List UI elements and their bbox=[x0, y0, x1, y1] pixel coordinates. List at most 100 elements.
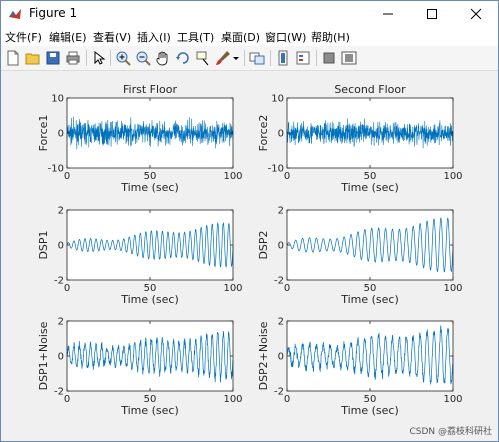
link-plot-icon[interactable] bbox=[249, 50, 265, 66]
y-tick-label: 0 bbox=[278, 129, 284, 140]
data-cursor-icon[interactable] bbox=[195, 50, 211, 66]
menu-insert[interactable]: 插入(I) bbox=[137, 31, 171, 44]
y-tick-label: -2 bbox=[274, 276, 284, 287]
y-tick-label: 0 bbox=[58, 241, 64, 252]
y-tick-label: 10 bbox=[51, 94, 64, 105]
signal-line bbox=[66, 331, 234, 383]
y-tick-label: 10 bbox=[271, 94, 284, 105]
watermark: CSDN @荔枝科研社 bbox=[409, 427, 492, 437]
x-tick-label: 0 bbox=[284, 394, 290, 405]
y-tick-label: 2 bbox=[278, 206, 284, 217]
save-icon[interactable] bbox=[45, 50, 61, 66]
axes-title: Second Floor bbox=[334, 83, 406, 96]
x-tick-label: 50 bbox=[364, 283, 377, 294]
brush-dropdown-icon[interactable] bbox=[232, 50, 240, 66]
zoom-out-icon[interactable] bbox=[135, 50, 151, 66]
y-axis-label: Force1 bbox=[37, 115, 50, 152]
zoom-in-icon[interactable] bbox=[115, 50, 131, 66]
minimize-icon bbox=[383, 13, 393, 15]
x-axis-label: Time (sec) bbox=[340, 181, 399, 194]
rotate-3d-icon[interactable] bbox=[175, 50, 191, 66]
y-axis-label: DSP2 bbox=[257, 230, 270, 259]
x-axis-label: Time (sec) bbox=[120, 181, 179, 194]
y-tick-label: -2 bbox=[54, 387, 64, 398]
y-tick-label: -2 bbox=[274, 387, 284, 398]
x-axis-label: Time (sec) bbox=[340, 404, 399, 417]
show-plot-tools-icon[interactable] bbox=[341, 50, 357, 66]
y-axis-label: DSP2+Noise bbox=[257, 321, 270, 390]
x-axis-label: Time (sec) bbox=[340, 293, 399, 306]
toolbar-separator bbox=[244, 50, 245, 66]
window-title: Figure 1 bbox=[29, 6, 78, 20]
menu-window[interactable]: 窗口(W) bbox=[265, 31, 307, 44]
y-tick-label: -2 bbox=[54, 276, 64, 287]
y-tick-label: 0 bbox=[58, 352, 64, 363]
x-tick-label: 0 bbox=[64, 171, 70, 182]
close-button[interactable] bbox=[454, 1, 498, 27]
y-tick-label: 2 bbox=[58, 317, 64, 328]
y-tick-label: 0 bbox=[58, 129, 64, 140]
open-file-icon[interactable] bbox=[25, 50, 41, 66]
menu-edit[interactable]: 编辑(E) bbox=[49, 31, 87, 44]
x-tick-label: 50 bbox=[144, 283, 157, 294]
toolbar-separator bbox=[270, 50, 271, 66]
y-tick-label: 0 bbox=[278, 241, 284, 252]
y-tick-label: 2 bbox=[58, 206, 64, 217]
close-icon bbox=[470, 8, 482, 20]
menu-view[interactable]: 查看(V) bbox=[93, 31, 132, 44]
print-icon[interactable] bbox=[65, 50, 81, 66]
maximize-button[interactable] bbox=[410, 1, 454, 27]
x-axis-label: Time (sec) bbox=[120, 293, 179, 306]
y-tick-label: 0 bbox=[278, 352, 284, 363]
menu-help[interactable]: 帮助(H) bbox=[311, 31, 350, 44]
x-tick-label: 50 bbox=[364, 394, 377, 405]
menu-tools[interactable]: 工具(T) bbox=[177, 31, 215, 44]
maximize-icon bbox=[427, 9, 437, 19]
y-axis-label: DSP1 bbox=[37, 230, 50, 259]
x-tick-label: 0 bbox=[284, 283, 290, 294]
x-tick-label: 100 bbox=[443, 171, 462, 182]
brush-icon[interactable] bbox=[215, 50, 231, 66]
axes-title: First Floor bbox=[123, 83, 177, 96]
figure-canvas: 0 50 100 10 0 -10 First Floor Time (sec) Force1 0… bbox=[1, 71, 498, 441]
signal-line bbox=[286, 325, 454, 385]
y-tick-label: -10 bbox=[48, 164, 64, 175]
title-bar: Figure 1 bbox=[1, 1, 498, 27]
minimize-button[interactable] bbox=[366, 1, 410, 27]
x-tick-label: 100 bbox=[443, 283, 462, 294]
x-tick-label: 100 bbox=[443, 394, 462, 405]
toolbar bbox=[1, 46, 498, 71]
menu-desktop[interactable]: 桌面(D) bbox=[221, 31, 261, 44]
x-tick-label: 50 bbox=[144, 171, 157, 182]
y-axis-label: Force2 bbox=[257, 115, 270, 152]
insert-legend-icon[interactable] bbox=[295, 50, 311, 66]
matlab-icon bbox=[9, 9, 21, 19]
x-tick-label: 0 bbox=[64, 283, 70, 294]
x-tick-label: 0 bbox=[64, 394, 70, 405]
menu-bar: 文件(F) 编辑(E) 查看(V) 插入(I) 工具(T) 桌面(D) 窗口(W… bbox=[1, 27, 498, 46]
signal-line bbox=[286, 216, 454, 273]
x-tick-label: 100 bbox=[223, 283, 242, 294]
y-tick-label: -10 bbox=[268, 164, 284, 175]
signal-line bbox=[66, 116, 234, 150]
x-tick-label: 100 bbox=[223, 394, 242, 405]
pan-hand-icon[interactable] bbox=[155, 50, 171, 66]
menu-file[interactable]: 文件(F) bbox=[5, 31, 42, 44]
x-axis-label: Time (sec) bbox=[120, 404, 179, 417]
y-tick-label: 2 bbox=[278, 317, 284, 328]
signal-line bbox=[286, 118, 454, 149]
x-tick-label: 50 bbox=[364, 171, 377, 182]
new-figure-icon[interactable] bbox=[5, 50, 21, 66]
toolbar-separator bbox=[316, 50, 317, 66]
select-arrow-icon[interactable] bbox=[91, 50, 107, 66]
x-tick-label: 50 bbox=[144, 394, 157, 405]
toolbar-separator bbox=[86, 50, 87, 66]
hide-plot-tools-icon[interactable] bbox=[321, 50, 337, 66]
y-axis-label: DSP1+Noise bbox=[37, 321, 50, 390]
x-tick-label: 100 bbox=[223, 171, 242, 182]
x-tick-label: 0 bbox=[284, 171, 290, 182]
toolbar-separator bbox=[110, 50, 111, 66]
insert-colorbar-icon[interactable] bbox=[275, 50, 291, 66]
